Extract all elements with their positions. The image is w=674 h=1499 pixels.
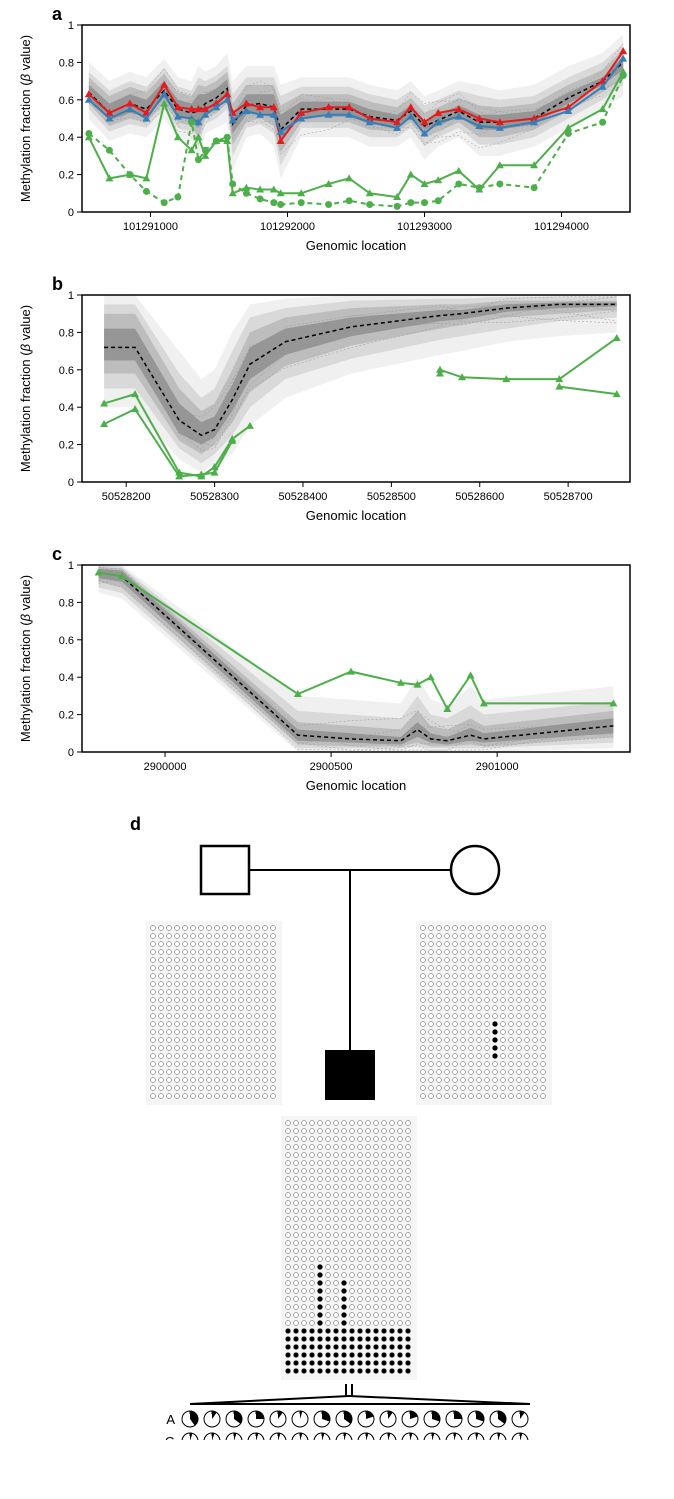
svg-text:50528200: 50528200: [102, 491, 151, 503]
read-block: [416, 921, 552, 1105]
child-symbol: [326, 1051, 374, 1099]
mother-symbol: [451, 846, 499, 894]
panel-c-label: c: [52, 544, 62, 565]
svg-text:0: 0: [68, 747, 74, 759]
svg-text:101293000: 101293000: [397, 221, 452, 233]
panel-a-label: a: [52, 4, 62, 25]
svg-text:2900000: 2900000: [144, 761, 187, 773]
svg-text:1: 1: [68, 20, 74, 32]
chart-b: 0 0.2 0.4 0.6 0.8 1 50528200 50528300 50528400 50…: [10, 280, 650, 530]
svg-text:Methylation fraction (β value): Methylation fraction (β value): [18, 35, 33, 202]
panel-d: d AG: [10, 820, 664, 1440]
svg-text:Genomic location: Genomic location: [306, 778, 406, 793]
svg-text:2901000: 2901000: [476, 761, 519, 773]
svg-text:2900500: 2900500: [310, 761, 353, 773]
svg-text:0.2: 0.2: [59, 710, 74, 722]
svg-text:0.2: 0.2: [59, 440, 74, 452]
svg-text:0.6: 0.6: [59, 635, 74, 647]
svg-text:0.4: 0.4: [59, 132, 74, 144]
svg-text:50528600: 50528600: [455, 491, 504, 503]
svg-text:0.4: 0.4: [59, 402, 74, 414]
panel-d-label: d: [130, 814, 141, 835]
svg-text:0: 0: [68, 207, 74, 219]
svg-text:0.2: 0.2: [59, 170, 74, 182]
svg-text:0.6: 0.6: [59, 365, 74, 377]
svg-text:50528700: 50528700: [544, 491, 593, 503]
chart-c: 0 0.2 0.4 0.6 0.8 1 2900000 2900500 2901000 Methy…: [10, 550, 650, 800]
svg-text:Genomic location: Genomic location: [306, 238, 406, 253]
svg-text:Methylation fraction (β value): Methylation fraction (β value): [18, 575, 33, 742]
svg-text:G: G: [165, 1434, 175, 1440]
svg-text:0.6: 0.6: [59, 95, 74, 107]
svg-text:0.8: 0.8: [59, 597, 74, 609]
pedigree-d: AG: [10, 820, 650, 1440]
svg-text:Methylation fraction (β value): Methylation fraction (β value): [18, 305, 33, 472]
panel-c: c 00.20.40.60.81290000029005002901000Met…: [10, 550, 664, 800]
panel-a: a 00.20.40.60.81101291000101292000101293…: [10, 10, 664, 260]
panel-b-label: b: [52, 274, 63, 295]
svg-text:101291000: 101291000: [123, 221, 178, 233]
panel-b: b 00.20.40.60.81505282005052830050528400…: [10, 280, 664, 530]
svg-text:0: 0: [68, 477, 74, 489]
svg-text:Genomic location: Genomic location: [306, 508, 406, 523]
read-block: [281, 1116, 417, 1380]
svg-text:1: 1: [68, 290, 74, 302]
svg-text:101294000: 101294000: [534, 221, 589, 233]
svg-text:50528300: 50528300: [190, 491, 239, 503]
svg-text:0.4: 0.4: [59, 672, 74, 684]
svg-text:0.8: 0.8: [59, 57, 74, 69]
svg-text:A: A: [166, 1412, 175, 1427]
chart-a: 0 0.2 0.4 0.6 0.8 1 101291000 101292000 10129300…: [10, 10, 650, 260]
svg-text:50528500: 50528500: [367, 491, 416, 503]
svg-text:0.8: 0.8: [59, 327, 74, 339]
svg-text:50528400: 50528400: [278, 491, 327, 503]
read-block: [146, 921, 282, 1105]
father-symbol: [201, 846, 249, 894]
svg-text:101292000: 101292000: [260, 221, 315, 233]
svg-text:1: 1: [68, 560, 74, 572]
